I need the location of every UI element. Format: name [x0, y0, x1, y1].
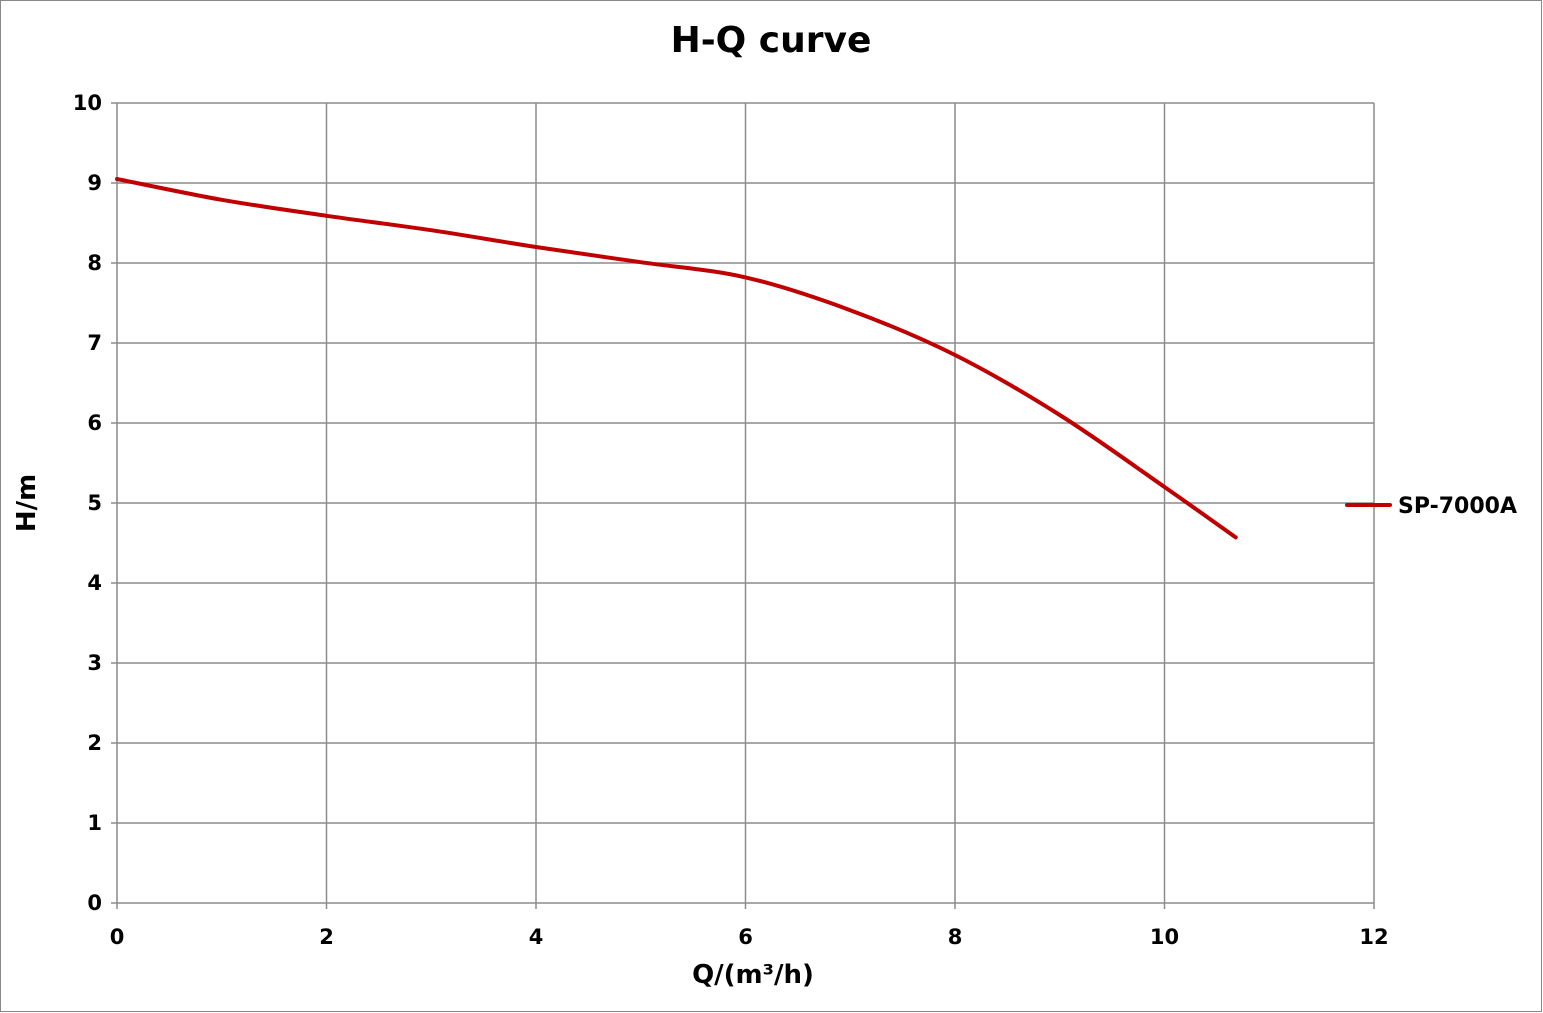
- y-tick-label: 1: [87, 811, 102, 835]
- x-tick-label: 12: [1359, 925, 1388, 949]
- y-tick-label: 5: [87, 491, 102, 515]
- x-axis-label: Q/(m³/h): [692, 960, 814, 990]
- x-tick-label: 10: [1150, 925, 1179, 949]
- series-line-sp-7000a: [115, 177, 1238, 540]
- chart-title: H-Q curve: [671, 20, 872, 61]
- legend-label: SP-7000A: [1398, 494, 1517, 519]
- y-tick-label: 4: [87, 571, 102, 595]
- y-tick-label: 6: [87, 411, 102, 435]
- series-layer: [115, 177, 1238, 540]
- y-tick-label: 2: [87, 731, 102, 755]
- y-tick-label: 0: [87, 891, 102, 915]
- x-tick-label: 0: [110, 925, 125, 949]
- x-tick-label: 6: [738, 925, 753, 949]
- y-tick-label: 8: [87, 251, 102, 275]
- y-tick-label: 10: [73, 91, 102, 115]
- x-tick-label: 2: [319, 925, 334, 949]
- y-tick-label: 3: [87, 651, 102, 675]
- y-axis-label: H/m: [12, 474, 42, 532]
- x-tick-label: 8: [948, 925, 963, 949]
- y-tick-label: 7: [87, 331, 102, 355]
- x-tick-label: 4: [529, 925, 544, 949]
- y-tick-label: 9: [87, 171, 102, 195]
